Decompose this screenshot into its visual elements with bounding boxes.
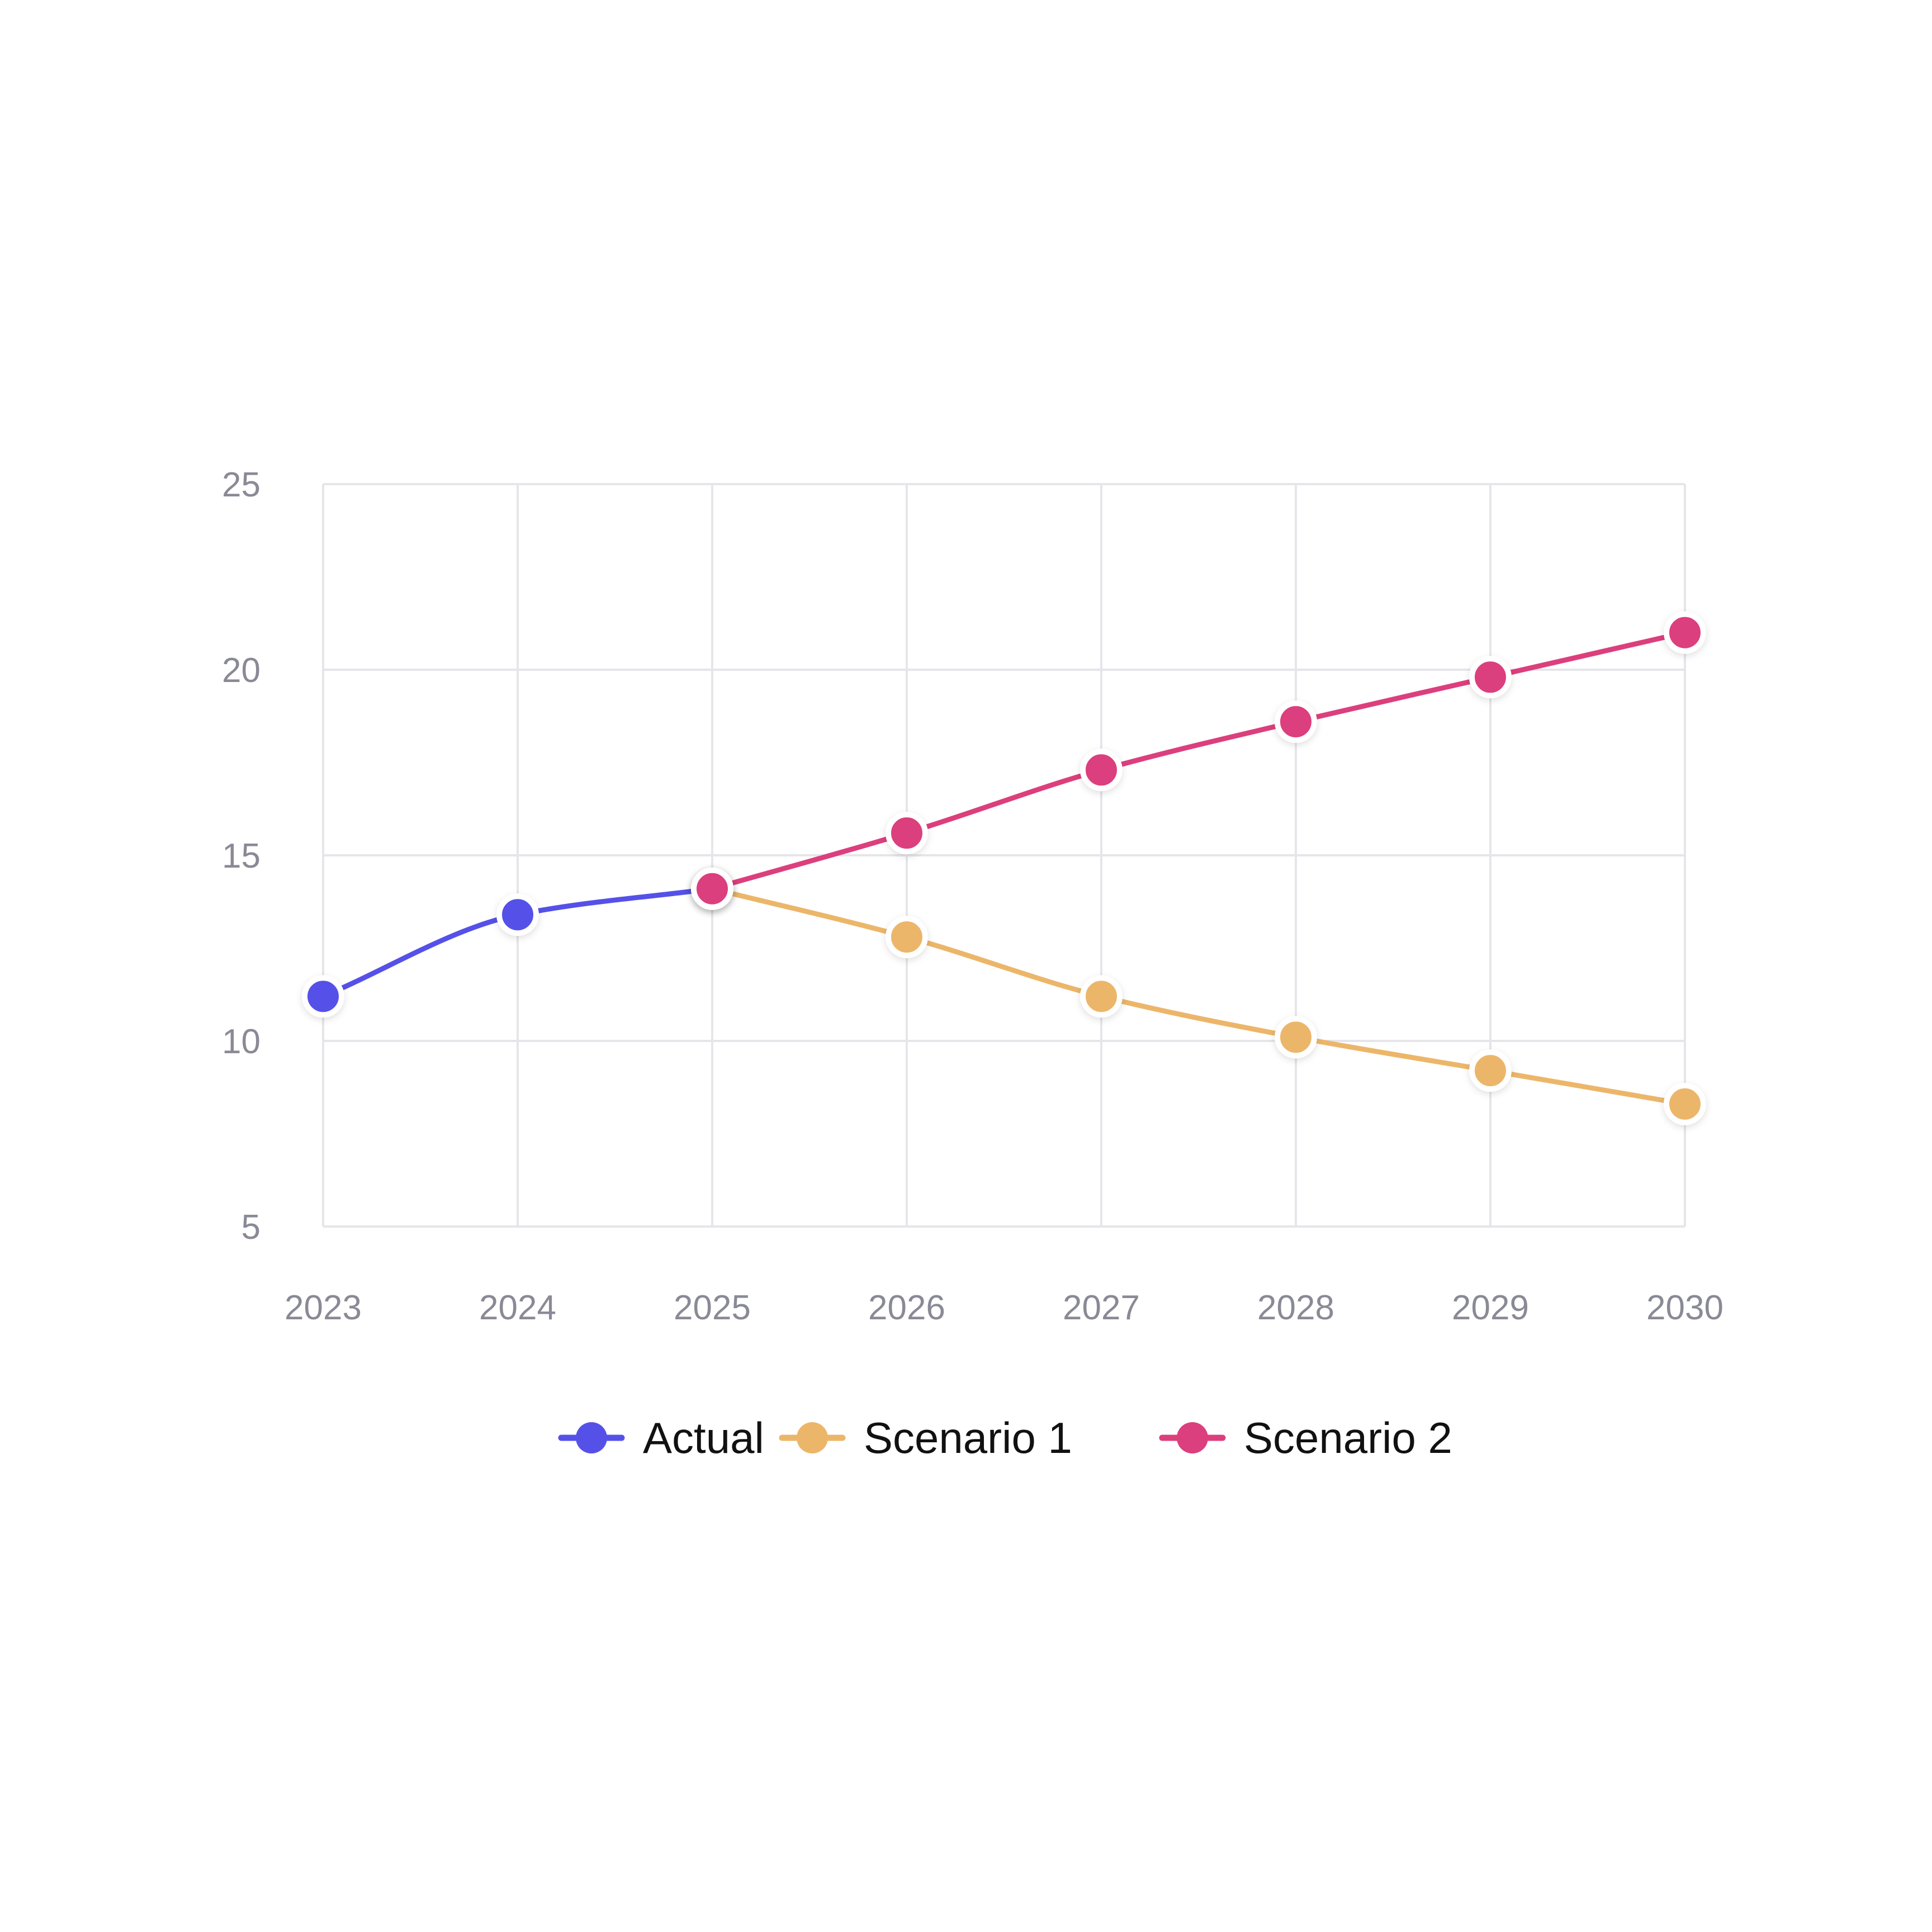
- data-point-scenario-1-2029[interactable]: [1469, 1049, 1512, 1092]
- x-tick-label: 2023: [285, 1289, 362, 1327]
- data-point-scenario-2-2025[interactable]: [691, 867, 733, 910]
- legend-marker-dot: [1177, 1422, 1208, 1453]
- x-tick-label: 2030: [1646, 1289, 1723, 1327]
- data-point-scenario-1-2030[interactable]: [1664, 1082, 1706, 1125]
- legend-item-scenario-2[interactable]: Scenario 2: [1159, 1413, 1452, 1462]
- legend-label: Actual: [643, 1413, 764, 1462]
- legend-marker-dot: [797, 1422, 828, 1453]
- x-tick-label: 2028: [1257, 1289, 1334, 1327]
- data-point-scenario-1-2026[interactable]: [886, 916, 928, 959]
- data-point-actual-2024[interactable]: [496, 893, 539, 936]
- data-point-scenario-2-2027[interactable]: [1080, 749, 1123, 792]
- legend-marker-dot: [576, 1422, 607, 1453]
- legend-label: Scenario 2: [1244, 1413, 1452, 1462]
- x-tick-label: 2029: [1452, 1289, 1529, 1327]
- series: [302, 611, 1706, 1125]
- y-tick-label: 5: [242, 1208, 261, 1247]
- data-point-scenario-2-2029[interactable]: [1469, 656, 1512, 699]
- grid: [322, 483, 1686, 1228]
- data-point-actual-2023[interactable]: [302, 975, 344, 1018]
- data-point-scenario-2-2026[interactable]: [886, 812, 928, 855]
- y-tick-label: 25: [222, 466, 261, 504]
- data-point-scenario-2-2028[interactable]: [1275, 700, 1317, 743]
- data-point-scenario-1-2027[interactable]: [1080, 975, 1123, 1018]
- x-tick-label: 2025: [674, 1289, 751, 1327]
- series-line-scenario-1: [709, 886, 1688, 1107]
- y-tick-label: 15: [222, 837, 261, 875]
- legend[interactable]: Actual Scenario 1 Scenario 2: [558, 1413, 1452, 1462]
- data-point-scenario-1-2028[interactable]: [1275, 1016, 1317, 1059]
- legend-label: Scenario 1: [864, 1413, 1072, 1462]
- y-tick-label: 10: [222, 1022, 261, 1061]
- data-point-scenario-2-2030[interactable]: [1664, 611, 1706, 654]
- x-tick-label: 2027: [1063, 1289, 1140, 1327]
- x-tick-label: 2024: [479, 1289, 556, 1327]
- x-tick-label: 2026: [868, 1289, 945, 1327]
- y-tick-label: 20: [222, 651, 261, 690]
- legend-item-scenario-1[interactable]: Scenario 1: [779, 1413, 1072, 1462]
- legend-item-actual[interactable]: Actual: [558, 1413, 764, 1462]
- series-line-scenario-2: [709, 630, 1688, 892]
